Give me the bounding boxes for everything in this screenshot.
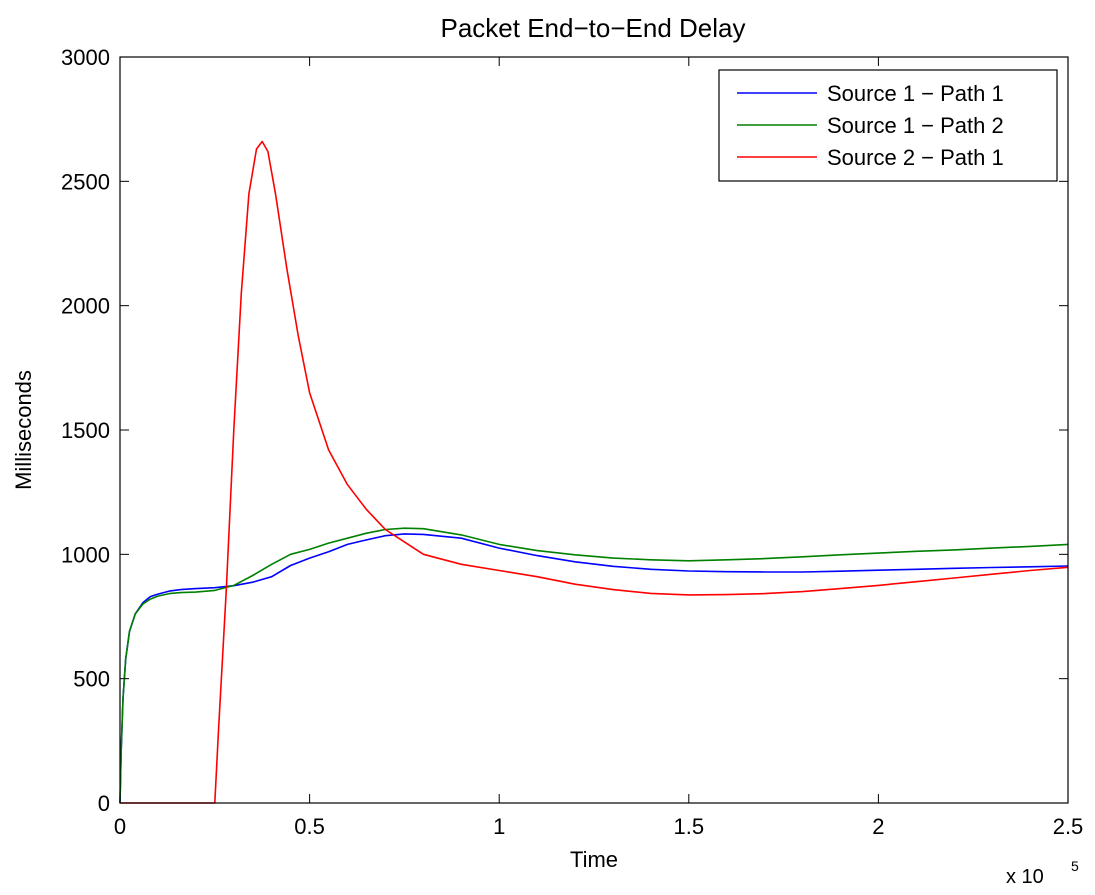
y-tick-label: 2000 bbox=[61, 294, 110, 319]
legend-box bbox=[718, 69, 1058, 182]
x-tick-label: 2 bbox=[872, 814, 884, 839]
y-tick-label: 1000 bbox=[61, 542, 110, 567]
legend-label-1: Source 1 − Path 1 bbox=[827, 81, 1004, 106]
legend-label-3: Source 2 − Path 1 bbox=[827, 145, 1004, 170]
series-line-1 bbox=[119, 533, 1069, 804]
y-axis-label: Milliseconds bbox=[11, 370, 36, 490]
legend-label-2: Source 1 − Path 2 bbox=[827, 113, 1004, 138]
x-axis-multiplier: x 10 5 bbox=[1006, 858, 1079, 888]
legend: Source 1 − Path 1 Source 1 − Path 2 Source… bbox=[718, 69, 1058, 182]
x-tick-label: 1 bbox=[493, 814, 505, 839]
x-multiplier-base: x 10 bbox=[1006, 866, 1044, 888]
series-line-2 bbox=[119, 527, 1069, 804]
chart-title: Packet End−to−End Delay bbox=[441, 13, 746, 43]
series-layer bbox=[119, 140, 1069, 804]
y-tick-label: 3000 bbox=[61, 45, 110, 70]
x-multiplier-exponent: 5 bbox=[1071, 858, 1079, 874]
y-tick-label: 2500 bbox=[61, 169, 110, 194]
x-tick-label: 0.5 bbox=[294, 814, 325, 839]
x-tick-label: 0 bbox=[114, 814, 126, 839]
x-axis: 0 0.5 1 1.5 2 2.5 bbox=[114, 57, 1083, 839]
y-axis: 0 500 1000 1500 2000 2500 3000 bbox=[61, 45, 1068, 816]
x-tick-label: 1.5 bbox=[674, 814, 705, 839]
y-tick-label: 0 bbox=[98, 791, 110, 816]
series-line-3 bbox=[120, 140, 1069, 804]
y-tick-label: 500 bbox=[73, 667, 110, 692]
x-axis-label: Time bbox=[570, 847, 618, 872]
y-tick-label: 1500 bbox=[61, 418, 110, 443]
x-tick-label: 2.5 bbox=[1053, 814, 1084, 839]
